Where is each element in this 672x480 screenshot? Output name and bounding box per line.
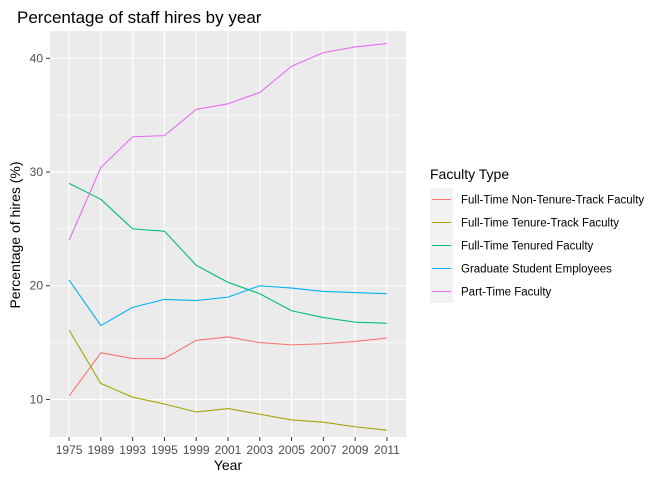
x-tick-label: 1975 xyxy=(56,443,83,457)
legend-label: Full-Time Non-Tenure-Track Faculty xyxy=(461,195,644,207)
legend-title: Faculty Type xyxy=(430,166,509,182)
x-tick-label: 1993 xyxy=(119,443,146,457)
legend-label: Part-Time Faculty xyxy=(461,287,552,299)
legend-label: Full-Time Tenure-Track Faculty xyxy=(461,218,619,230)
y-tick-label: 40 xyxy=(30,51,44,65)
y-axis-title: Percentage of hires (%) xyxy=(7,161,23,308)
x-tick-label: 1999 xyxy=(183,443,210,457)
y-axis: 10 20 30 40 xyxy=(30,51,50,406)
grid-lines xyxy=(50,31,406,437)
x-axis: 1975 1989 1993 1995 1999 2001 2003 2005 2007 2009… xyxy=(56,437,400,457)
x-tick-label: 2005 xyxy=(278,443,305,457)
x-tick-label: 2001 xyxy=(215,443,242,457)
legend: Faculty Type Full-Time Non-Tenure-Track … xyxy=(430,166,644,303)
y-tick-label: 30 xyxy=(30,165,44,179)
x-axis-title: Year xyxy=(214,457,243,473)
x-tick-label: 1989 xyxy=(88,443,115,457)
x-tick-label: 2011 xyxy=(374,443,400,457)
series-line xyxy=(68,336,387,397)
y-tick-label: 10 xyxy=(30,392,44,406)
series-line xyxy=(68,42,387,241)
series-line xyxy=(68,329,387,431)
series-line xyxy=(68,182,387,324)
x-tick-label: 2003 xyxy=(246,443,273,457)
y-tick-label: 20 xyxy=(30,279,44,293)
series-line xyxy=(68,279,387,327)
chart-title: Percentage of staff hires by year xyxy=(17,8,262,27)
x-tick-label: 1995 xyxy=(151,443,178,457)
data-series xyxy=(68,42,387,431)
x-tick-label: 2007 xyxy=(310,443,337,457)
x-tick-label: 2009 xyxy=(342,443,369,457)
legend-label: Graduate Student Employees xyxy=(461,264,612,276)
legend-label: Full-Time Tenured Faculty xyxy=(461,241,594,253)
